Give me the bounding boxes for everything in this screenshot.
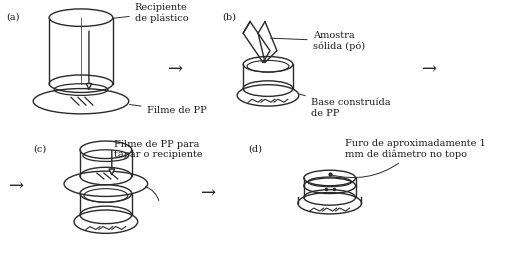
Text: (b): (b) <box>222 12 236 22</box>
Text: Furo de aproximadamente 1
mm de diâmetro no topo: Furo de aproximadamente 1 mm de diâmetro… <box>330 139 485 178</box>
Text: (a): (a) <box>6 12 20 22</box>
Text: →: → <box>201 184 216 202</box>
Text: Filme de PP para
tapar o recipiente: Filme de PP para tapar o recipiente <box>114 140 202 159</box>
Text: Amostra
sólida (pó): Amostra sólida (pó) <box>271 31 365 51</box>
Text: Recipiente
de plástico: Recipiente de plástico <box>113 3 189 23</box>
Text: →: → <box>168 60 183 78</box>
Text: (c): (c) <box>33 145 47 154</box>
Text: Filme de PP: Filme de PP <box>130 105 207 115</box>
Text: (d): (d) <box>248 145 262 154</box>
Text: Base construída
de PP: Base construída de PP <box>299 94 390 118</box>
Text: →: → <box>8 177 24 195</box>
Text: →: → <box>422 60 436 78</box>
